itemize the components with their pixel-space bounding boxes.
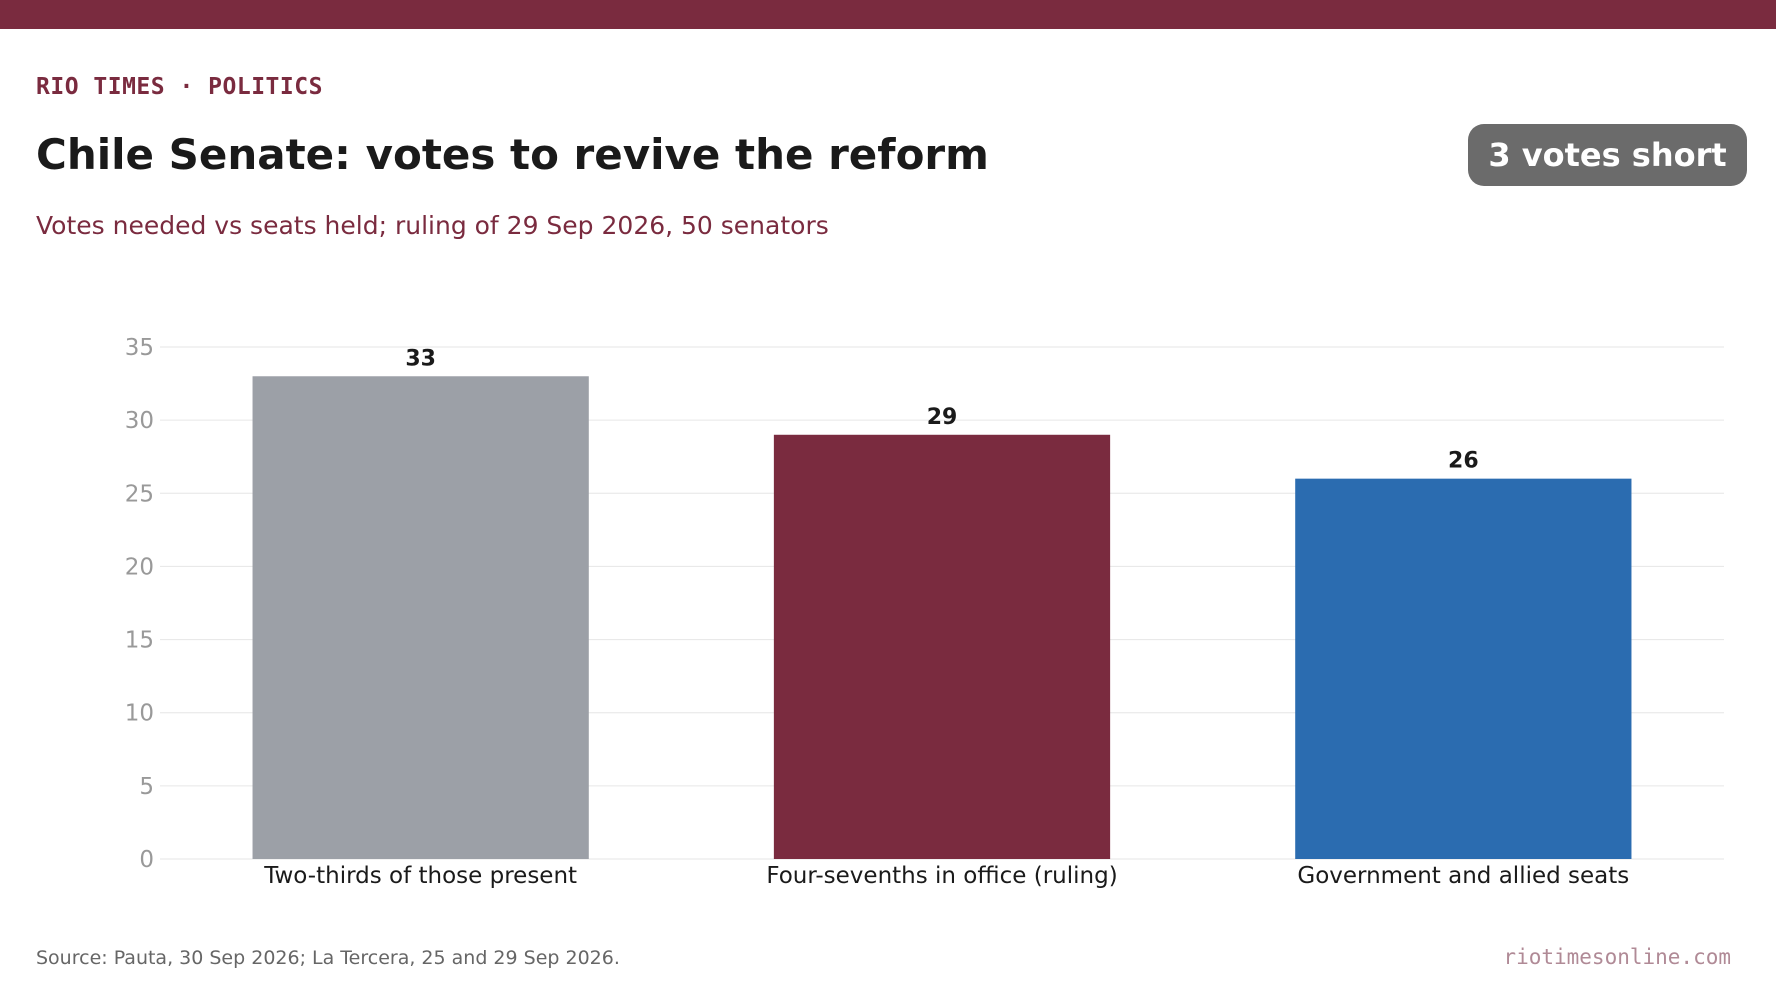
site-credit: riotimesonline.com (1503, 945, 1731, 969)
y-tick-label: 25 (125, 481, 154, 507)
y-tick-label: 0 (139, 847, 154, 873)
chart-title: Chile Senate: votes to revive the reform (36, 130, 989, 179)
y-tick-label: 30 (125, 408, 154, 434)
data-label: 33 (405, 346, 436, 371)
y-tick-label: 5 (139, 774, 154, 800)
bar (773, 434, 1111, 859)
y-tick-label: 10 (125, 701, 154, 727)
chart-subtitle: Votes needed vs seats held; ruling of 29… (36, 211, 829, 240)
data-label: 26 (1448, 449, 1479, 474)
y-tick-label: 20 (125, 554, 154, 580)
y-tick-label: 15 (125, 628, 154, 654)
votes-short-badge: 3 votes short (1468, 124, 1747, 186)
source-note: Source: Pauta, 30 Sep 2026; La Tercera, … (36, 947, 620, 969)
top-brand-bar (0, 0, 1776, 29)
x-tick-label: Four-sevenths in office (ruling) (766, 863, 1117, 889)
y-tick-label: 35 (125, 335, 154, 361)
x-tick-label: Two-thirds of those present (263, 863, 577, 889)
data-label: 29 (927, 405, 958, 430)
bar (252, 376, 589, 859)
x-tick-label: Government and allied seats (1297, 863, 1629, 889)
section-kicker: RIO TIMES · POLITICS (36, 74, 323, 100)
bar (1295, 478, 1632, 859)
